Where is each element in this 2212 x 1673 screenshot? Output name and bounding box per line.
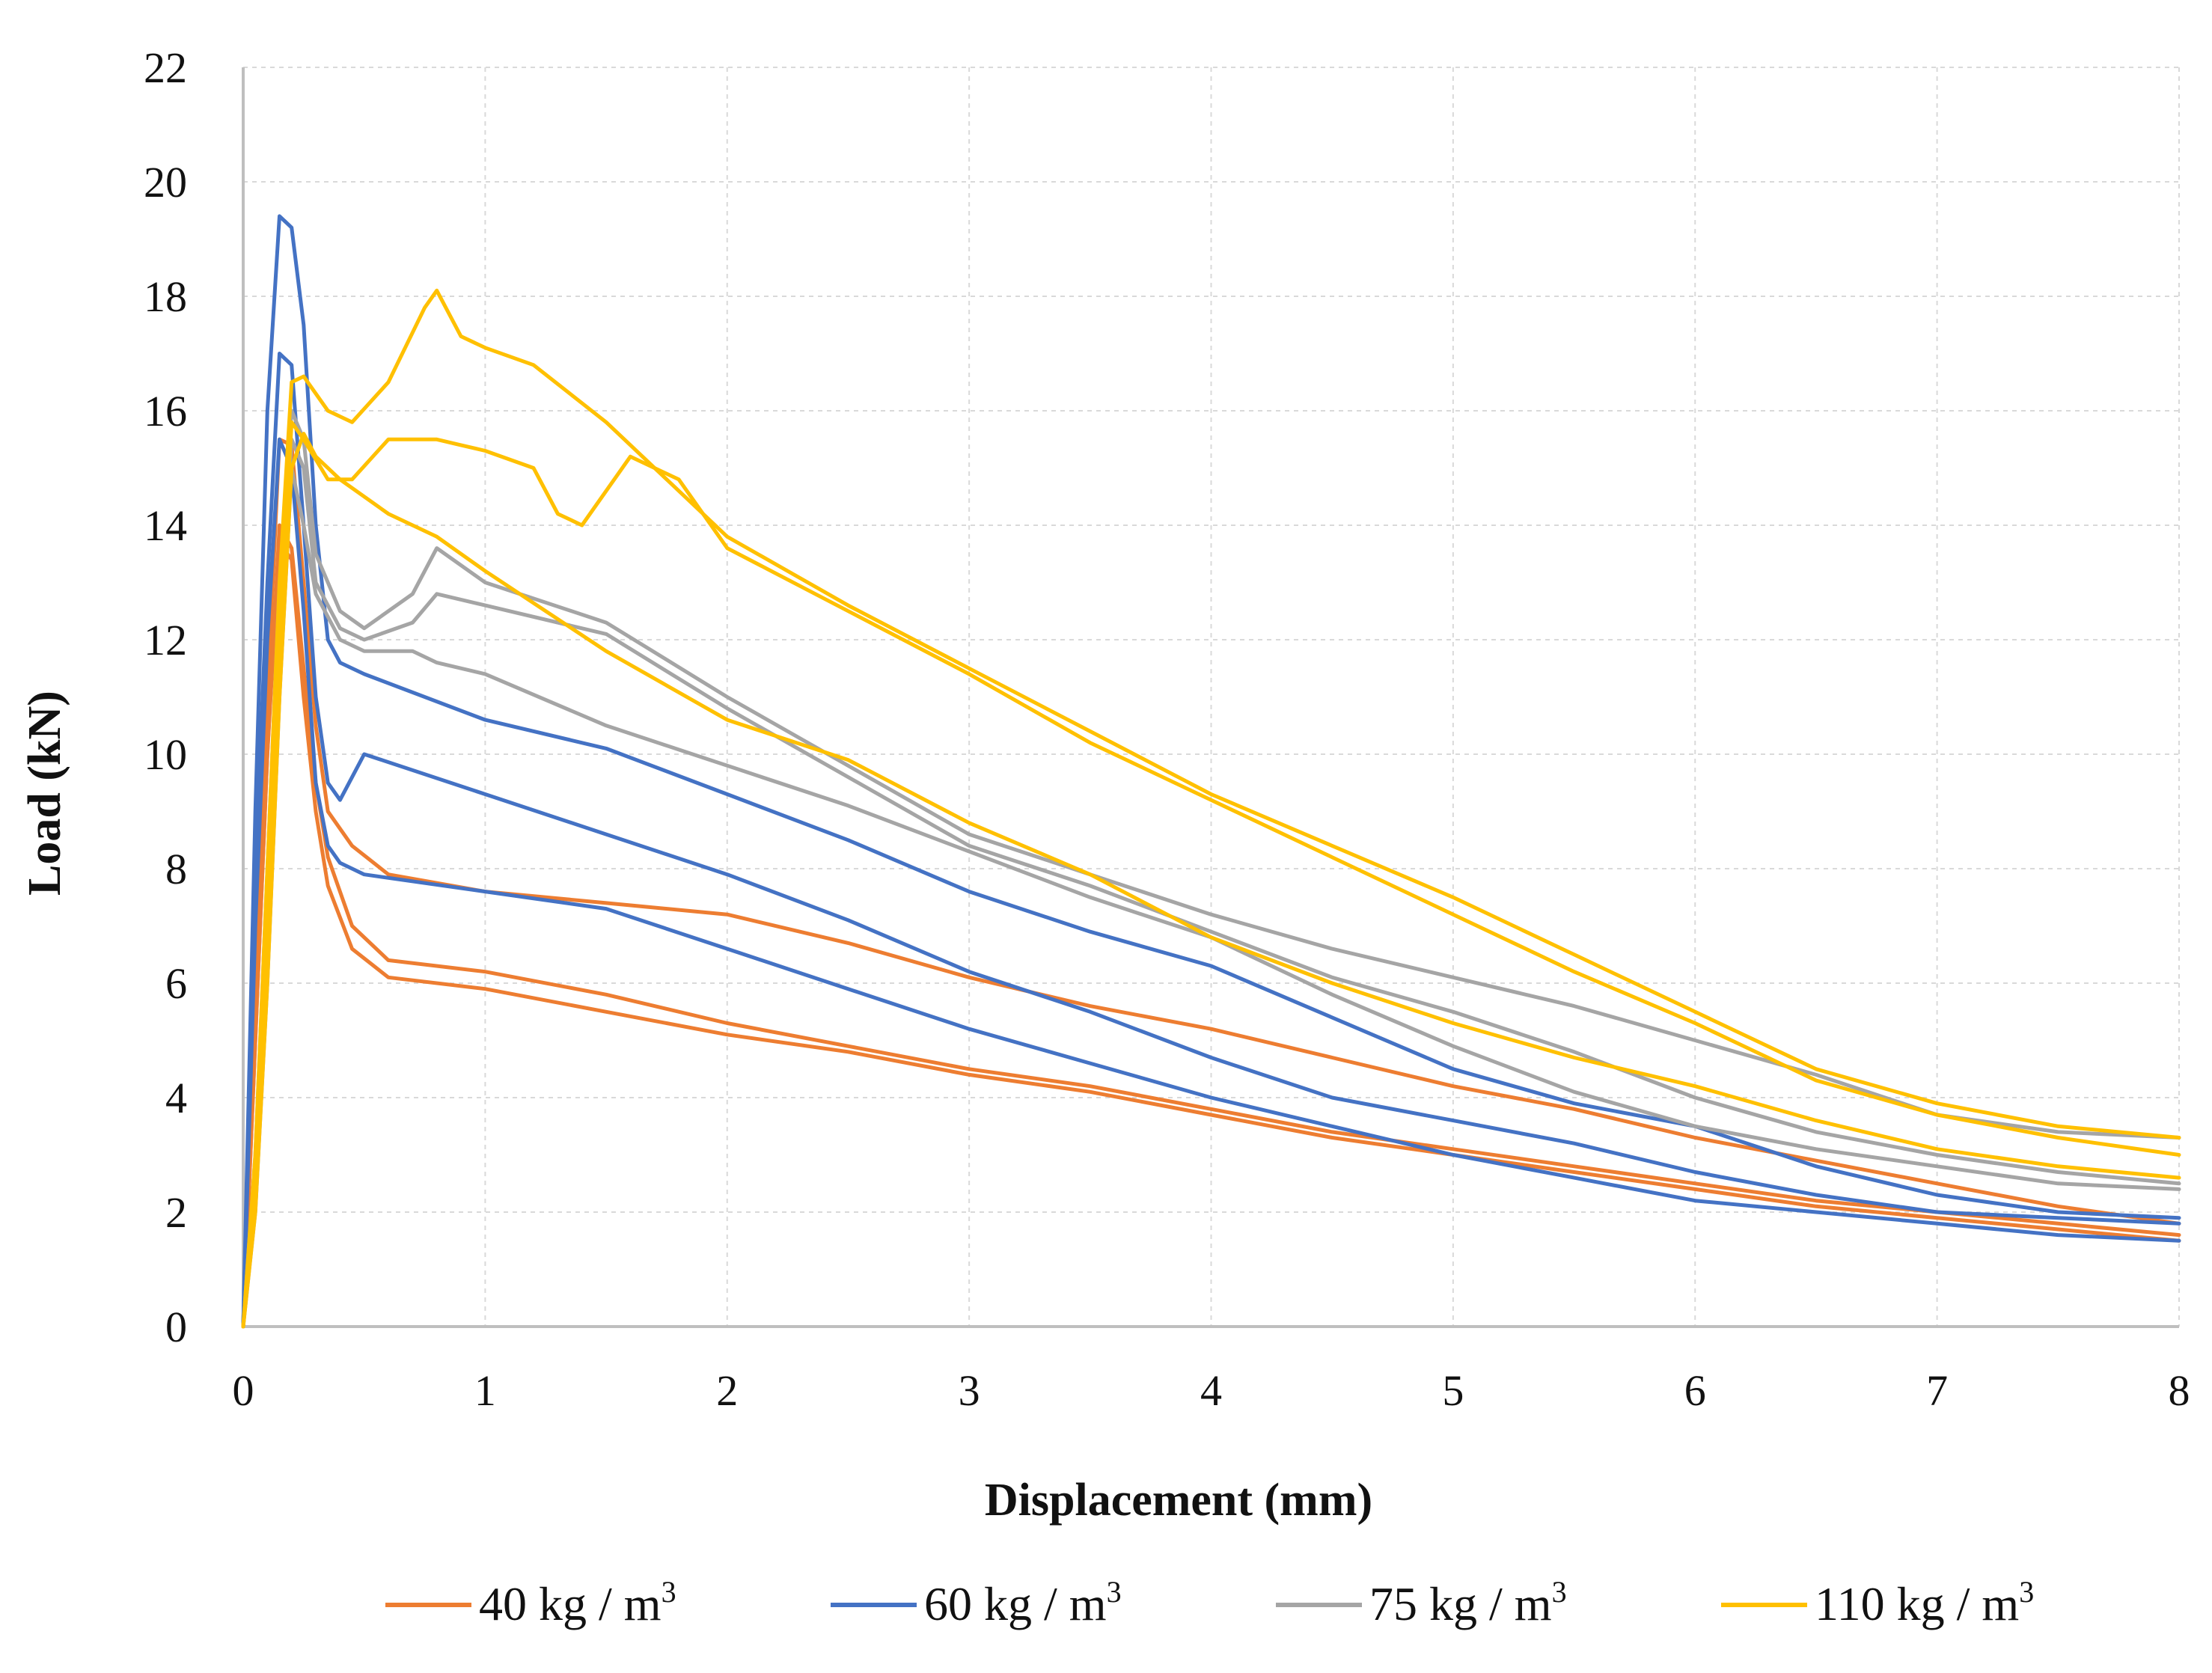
x-tick-label: 2 (716, 1366, 738, 1415)
y-tick-label: 4 (165, 1074, 187, 1122)
y-tick-label: 6 (165, 959, 187, 1008)
y-tick-label: 12 (144, 616, 187, 664)
legend-label: 60 kg / m3 (924, 1575, 1122, 1630)
series-line (241, 523, 2181, 1329)
y-tick-label: 10 (144, 730, 187, 779)
legend-label: 40 kg / m3 (479, 1575, 676, 1630)
legend-superscript: 3 (1107, 1575, 1122, 1609)
series-line (241, 352, 2181, 1329)
x-tick-label: 0 (233, 1366, 254, 1415)
series-line (241, 409, 2181, 1329)
legend-label: 110 kg / m3 (1815, 1575, 2034, 1630)
y-tick-label: 22 (144, 43, 187, 92)
y-axis-title: Load (kN) (19, 691, 70, 896)
legend: 40 kg / m3 60 kg / m3 75 kg / m3 110 kg / m… (385, 1575, 2034, 1630)
y-tick-label: 2 (165, 1188, 187, 1237)
series-line (241, 437, 2181, 1329)
x-tick-label: 8 (2169, 1366, 2190, 1415)
series-layer (241, 214, 2181, 1329)
x-tick-label: 3 (959, 1366, 980, 1415)
series-line (241, 432, 2181, 1329)
series-75-kg-m3 (241, 409, 2181, 1329)
y-tick-label: 16 (144, 387, 187, 435)
legend-label: 75 kg / m3 (1369, 1575, 1567, 1630)
x-tick-label: 7 (1926, 1366, 1948, 1415)
x-axis-title: Displacement (mm) (985, 1475, 1372, 1526)
x-tick-label: 1 (474, 1366, 496, 1415)
legend-superscript: 3 (662, 1575, 676, 1609)
y-tick-label: 8 (165, 845, 187, 893)
y-tick-label: 18 (144, 272, 187, 321)
axes (242, 67, 2179, 1328)
y-tick-label: 20 (144, 158, 187, 207)
y-tick-label: 0 (165, 1303, 187, 1351)
series-line (241, 420, 2181, 1329)
y-tick-label: 14 (144, 501, 187, 550)
series-line (241, 288, 2181, 1329)
series-110-kg-m3 (241, 288, 2181, 1329)
x-tick-label: 6 (1684, 1366, 1706, 1415)
series-line (241, 466, 2181, 1329)
legend-superscript: 3 (2019, 1575, 2034, 1609)
legend-superscript: 3 (1552, 1575, 1567, 1609)
x-tick-label: 5 (1442, 1366, 1464, 1415)
x-tick-label: 4 (1200, 1366, 1222, 1415)
